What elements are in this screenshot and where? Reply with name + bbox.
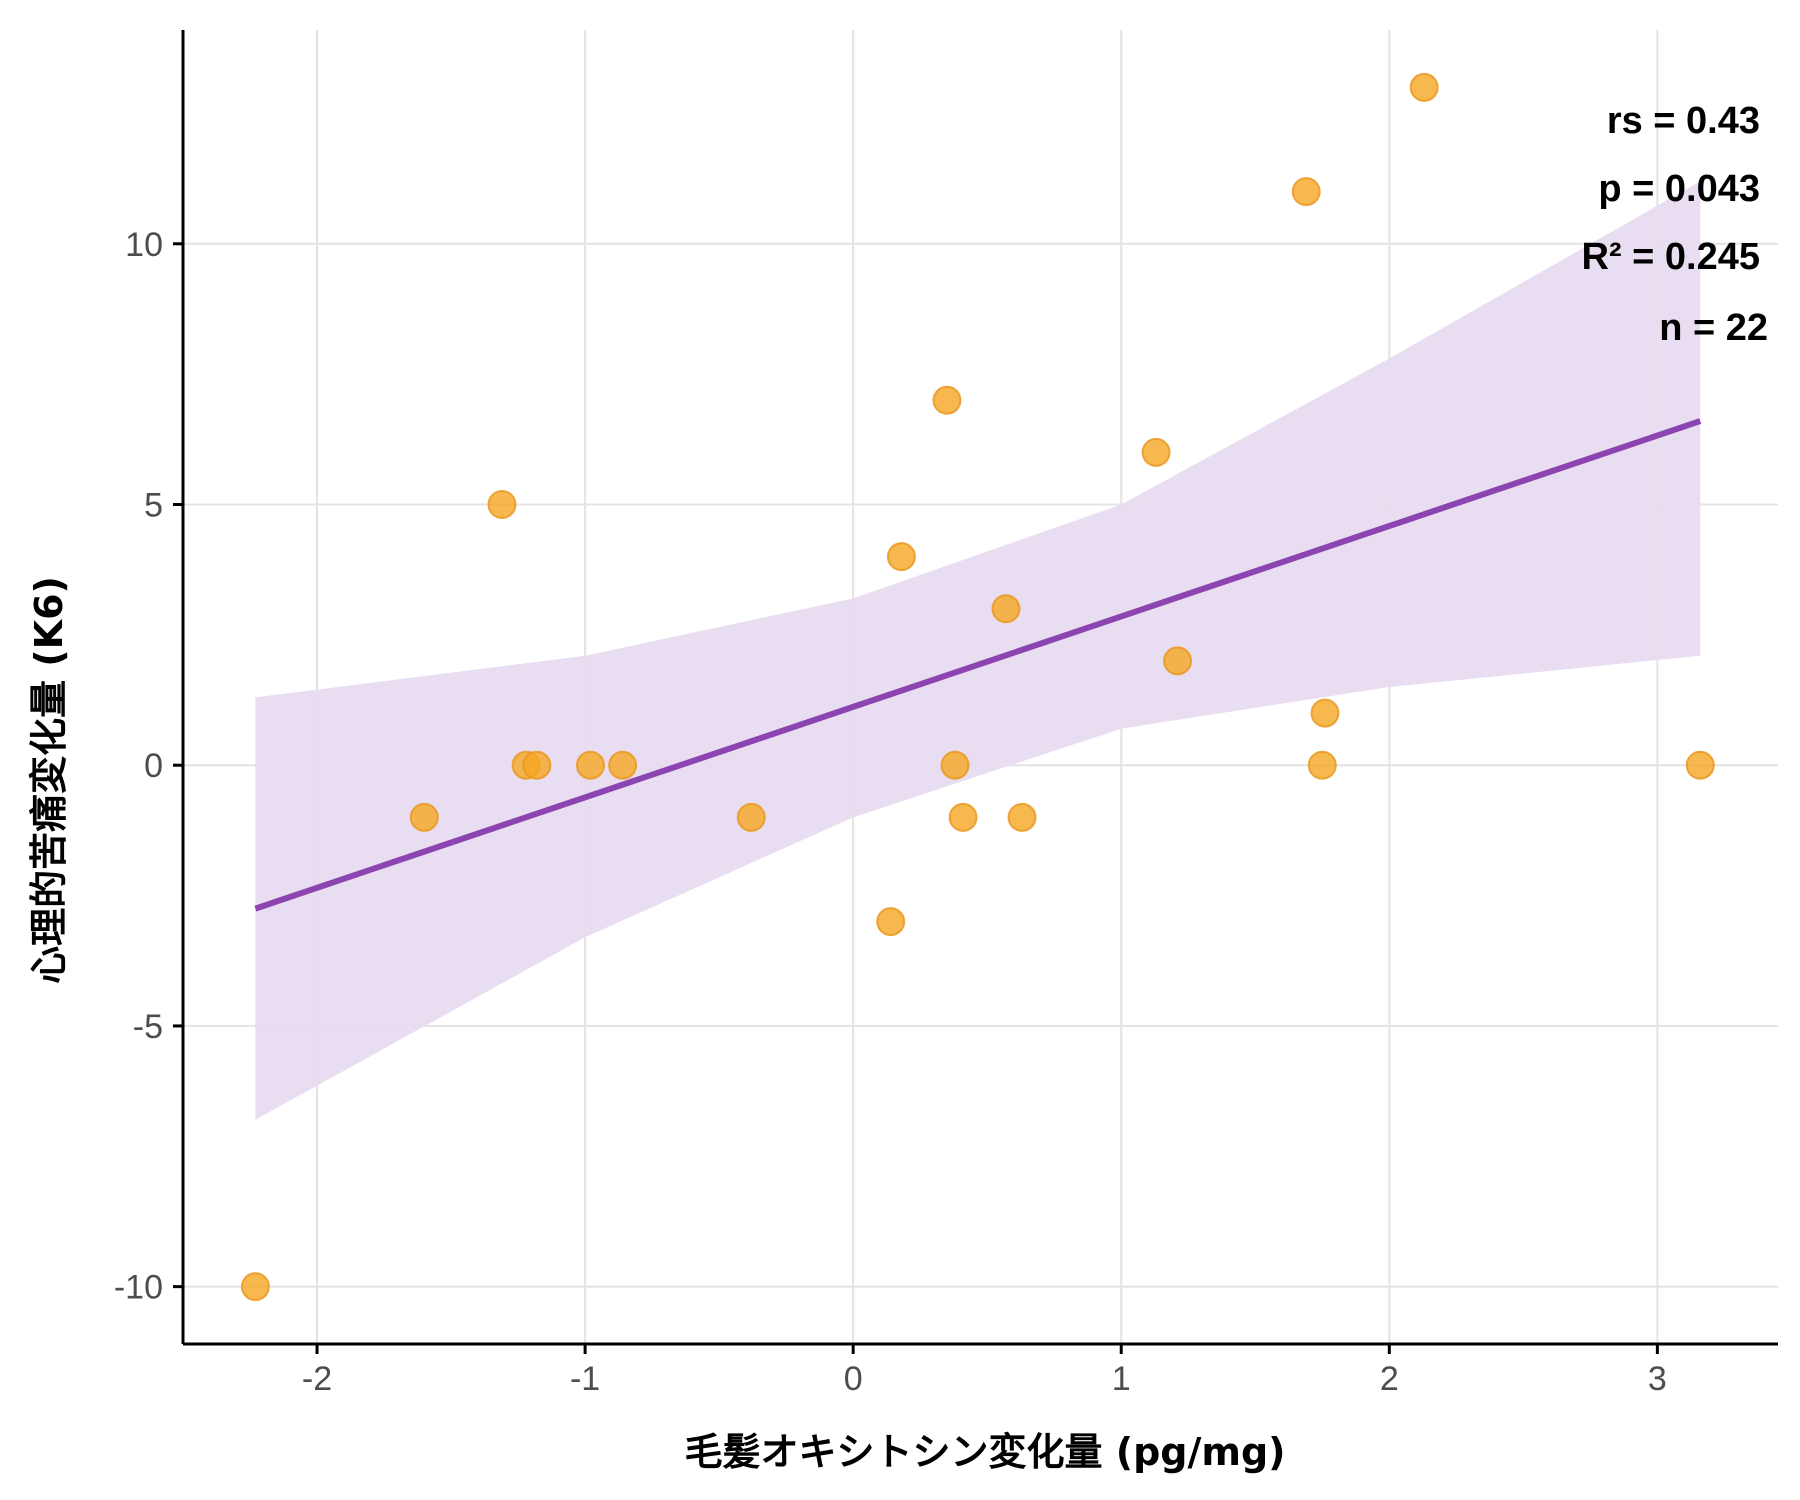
x-tick-label-3: 1 <box>1112 1360 1131 1398</box>
data-point-15 <box>1141 437 1171 467</box>
data-point-12 <box>948 802 978 832</box>
data-point-8 <box>876 907 906 937</box>
data-point-18 <box>1307 750 1337 780</box>
x-tick-label-5: 3 <box>1648 1360 1667 1398</box>
points-layer <box>240 72 1715 1302</box>
data-point-11 <box>940 750 970 780</box>
data-point-9 <box>886 542 916 572</box>
x-axis-title: 毛髪オキシトシン変化量 (pg/mg) <box>684 1430 1285 1474</box>
data-point-5 <box>575 750 605 780</box>
y-tick-label-3: 5 <box>144 487 163 525</box>
y-tick-label-1: -5 <box>133 1008 163 1046</box>
data-point-21 <box>1685 750 1715 780</box>
data-point-16 <box>1163 646 1193 676</box>
data-point-19 <box>1310 698 1340 728</box>
stat-r2: R² = 0.245 <box>1582 236 1761 278</box>
x-tick-label-1: -1 <box>570 1360 600 1398</box>
data-point-20 <box>1409 72 1439 102</box>
data-point-1 <box>409 802 439 832</box>
data-point-10 <box>932 385 962 415</box>
data-point-17 <box>1291 177 1321 207</box>
stat-rs: rs = 0.43 <box>1607 100 1760 142</box>
data-point-7 <box>736 802 766 832</box>
data-point-4 <box>522 750 552 780</box>
x-tick-label-0: -2 <box>302 1360 332 1398</box>
data-point-6 <box>608 750 638 780</box>
y-tick-label-2: 0 <box>144 747 163 785</box>
data-point-14 <box>1007 802 1037 832</box>
x-tick-label-4: 2 <box>1380 1360 1399 1398</box>
y-tick-label-0: -10 <box>114 1269 163 1307</box>
data-point-2 <box>487 490 517 519</box>
stat-p: p = 0.043 <box>1598 168 1760 210</box>
y-tick-label-4: 10 <box>125 226 163 264</box>
data-point-0 <box>240 1272 270 1302</box>
stat-n: n = 22 <box>1659 307 1768 349</box>
confidence-band <box>255 181 1701 1120</box>
regression-line <box>254 418 1702 912</box>
data-point-13 <box>991 594 1021 624</box>
y-axis-title: 心理的苦痛変化量 (K6) <box>27 576 71 984</box>
x-tick-label-2: 0 <box>844 1360 863 1398</box>
